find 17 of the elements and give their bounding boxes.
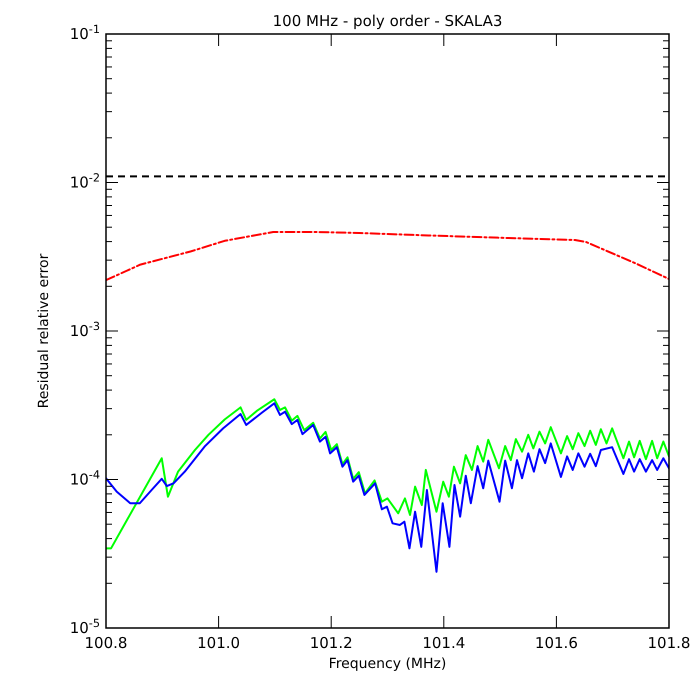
x-tick-label: 101.4 bbox=[422, 634, 466, 652]
y-tick-label: 10$^{-3}$ bbox=[70, 320, 100, 340]
y-tick-label: 10$^{-4}$ bbox=[70, 468, 100, 488]
x-axis-title: Frequency (MHz) bbox=[328, 656, 446, 672]
x-tick-label: 101.8 bbox=[648, 634, 690, 652]
y-tick-label: 10$^{-5}$ bbox=[70, 616, 100, 637]
y-axis-title: Residual relative error bbox=[36, 253, 52, 408]
x-tick-label: 100.8 bbox=[84, 634, 128, 652]
y-tick-label: 10$^{-1}$ bbox=[70, 22, 100, 43]
chart-title: 100 MHz - poly order - SKALA3 bbox=[272, 12, 502, 30]
x-tick-label: 101.6 bbox=[534, 634, 578, 652]
x-tick-label: 101.2 bbox=[310, 634, 353, 652]
line-series bbox=[106, 398, 669, 550]
line-series bbox=[106, 231, 669, 282]
line-series bbox=[106, 402, 669, 573]
y-tick-label: 10$^{-2}$ bbox=[70, 171, 100, 192]
x-tick-label: 101.0 bbox=[197, 634, 240, 652]
